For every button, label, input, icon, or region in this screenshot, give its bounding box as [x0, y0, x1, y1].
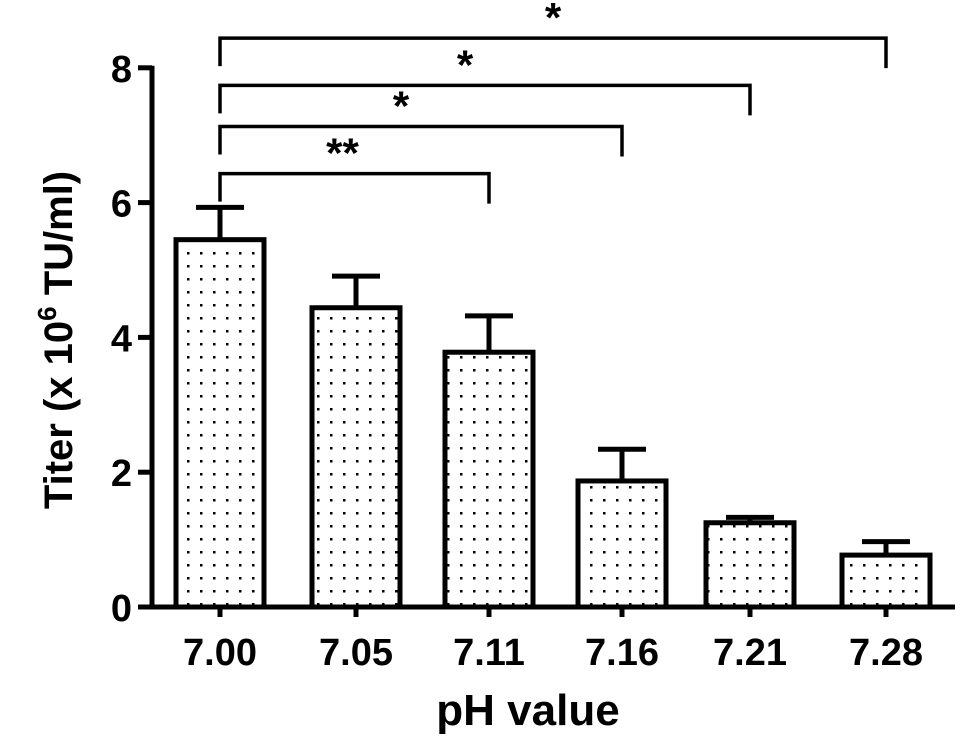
y-tick-label: 0 [111, 588, 132, 630]
significance-label: * [393, 82, 410, 129]
bar [703, 520, 797, 610]
x-tick-label: 7.21 [713, 632, 787, 674]
significance-label: ** [326, 130, 359, 177]
y-axis-label-main: Titer (x 10 [37, 321, 81, 509]
x-tick-label: 7.28 [849, 632, 923, 674]
y-tick-label: 8 [111, 49, 132, 91]
bar [309, 305, 403, 610]
significance-label: * [545, 0, 562, 41]
axes: 0 2 4 6 8 7.00 7.05 7.11 7.16 7.21 7.28 [111, 49, 955, 674]
bars [173, 204, 933, 610]
y-axis-label-exponent: 6 [32, 306, 62, 320]
significance-bracket [218, 83, 752, 116]
bar [173, 237, 267, 610]
x-axis-label: pH value [436, 686, 619, 735]
bar [575, 478, 669, 610]
x-tick-label: 7.00 [183, 632, 257, 674]
significance-bracket [218, 124, 624, 157]
bar [839, 552, 933, 610]
bar [442, 349, 536, 610]
y-axis-label: Titer (x 106 TU/ml) [32, 171, 81, 509]
significance-bracket [218, 36, 888, 69]
y-tick-label: 6 [111, 184, 132, 226]
y-axis-label-suffix: TU/ml) [37, 171, 81, 307]
significance-bracket [218, 171, 491, 204]
significance-label: * [457, 41, 474, 88]
significance-brackets: ***** [218, 0, 888, 204]
y-tick-label: 2 [111, 453, 132, 495]
y-tick-label: 4 [111, 318, 132, 360]
x-tick-label: 7.16 [585, 632, 659, 674]
x-tick-label: 7.05 [319, 632, 393, 674]
x-tick-label: 7.11 [453, 632, 525, 674]
